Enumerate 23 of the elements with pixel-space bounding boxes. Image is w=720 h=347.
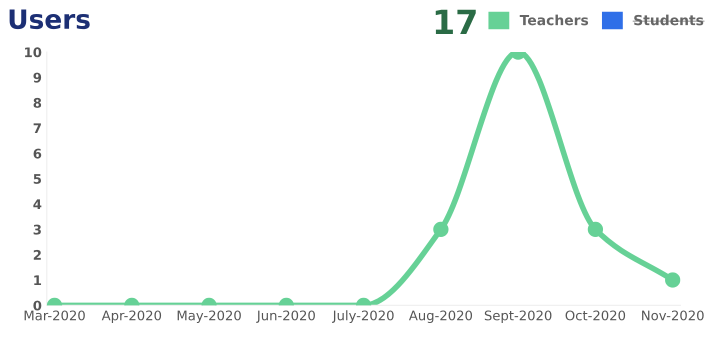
- y-tick-label: 3: [34, 224, 41, 235]
- x-tick-label: May-2020: [178, 310, 241, 323]
- y-tick-label: 9: [33, 72, 42, 83]
- chart-title: Users: [10, 9, 90, 30]
- x-tick-label: Nov-2020: [642, 310, 704, 320]
- x-tick-label: Mar-2020: [24, 310, 85, 320]
- y-tick-label: 0: [33, 300, 42, 311]
- y-tick-label: 8: [34, 98, 42, 108]
- y-tick-label: 1: [34, 275, 42, 286]
- y-tick-label: 7: [34, 123, 41, 134]
- x-tick-label: Sept-2020: [484, 310, 552, 323]
- text: 17: [436, 10, 476, 34]
- legend-label: Teachers: [520, 14, 588, 26]
- x-tick-label: July-2020: [332, 310, 394, 323]
- y-tick-label: 10: [25, 47, 42, 58]
- y-tick-label: 6: [34, 148, 42, 159]
- x-tick-label: Aug-2020: [408, 310, 472, 323]
- y-tick-label: 5: [34, 174, 42, 184]
- x-tick-label: Jun-2020: [256, 310, 315, 323]
- y-tick-label: 2: [34, 250, 41, 260]
- y-tick-label: 4: [33, 199, 42, 210]
- x-tick-label: Apr-2020: [102, 310, 162, 323]
- x-tick-label: Oct-2020: [566, 310, 626, 320]
